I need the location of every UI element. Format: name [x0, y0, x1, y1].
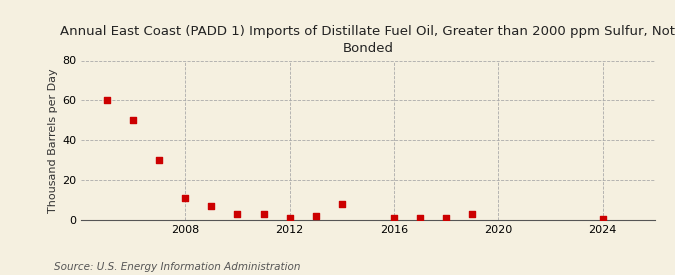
Point [441, 216, 452, 220]
Point [467, 212, 478, 216]
Point [206, 204, 217, 208]
Point [232, 212, 243, 216]
Point [258, 212, 269, 216]
Point [284, 216, 295, 220]
Point [154, 158, 165, 162]
Title: Annual East Coast (PADD 1) Imports of Distillate Fuel Oil, Greater than 2000 ppm: Annual East Coast (PADD 1) Imports of Di… [60, 25, 675, 55]
Point [336, 202, 347, 206]
Point [180, 196, 191, 200]
Point [310, 214, 321, 218]
Text: Source: U.S. Energy Information Administration: Source: U.S. Energy Information Administ… [54, 262, 300, 272]
Point [389, 216, 400, 220]
Point [128, 118, 138, 123]
Point [102, 98, 113, 103]
Point [597, 217, 608, 221]
Point [414, 216, 425, 220]
Y-axis label: Thousand Barrels per Day: Thousand Barrels per Day [48, 68, 58, 213]
